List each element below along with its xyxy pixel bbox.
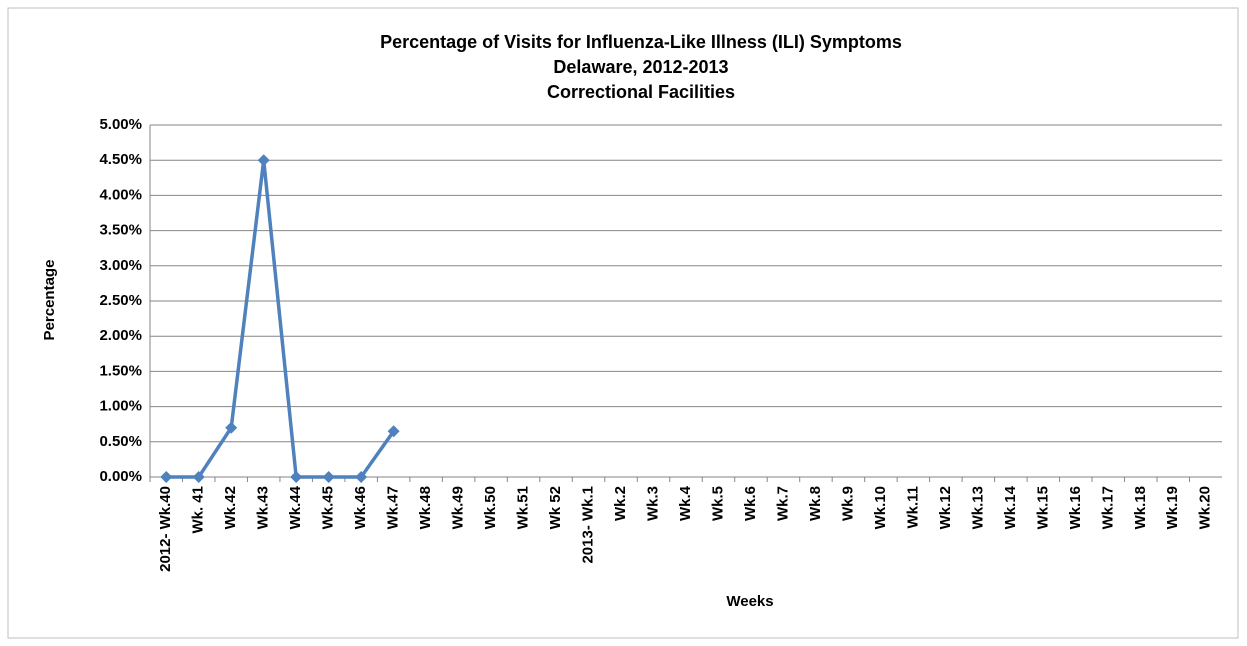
- chart-subtitle: Delaware, 2012-2013: [553, 57, 728, 77]
- x-tick-label: Wk.14: [1002, 485, 1019, 529]
- marker: [192, 471, 205, 483]
- x-tick-label: Wk.10: [872, 486, 889, 529]
- y-tick-label: 1.00%: [99, 398, 142, 415]
- x-tick-label: Wk.46: [352, 486, 369, 529]
- x-tick-label: Wk.48: [417, 486, 434, 529]
- x-tick-label: Wk.7: [774, 486, 791, 521]
- x-tick-label: Wk.15: [1034, 486, 1051, 529]
- marker: [322, 471, 335, 483]
- marker: [257, 154, 270, 167]
- y-tick-label: 4.00%: [99, 186, 142, 203]
- x-tick-label: Wk.16: [1067, 486, 1084, 529]
- x-tick-label: Wk.19: [1164, 486, 1181, 529]
- y-tick-label: 1.50%: [99, 362, 142, 379]
- x-tick-label: 2012- Wk.40: [157, 486, 174, 572]
- chart-subtitle: Correctional Facilities: [547, 82, 735, 102]
- marker: [355, 471, 368, 483]
- y-tick-label: 2.00%: [99, 327, 142, 344]
- x-tick-label: Wk. 41: [190, 486, 207, 534]
- x-tick-label: Wk.45: [320, 486, 337, 529]
- marker: [225, 421, 238, 434]
- y-tick-label: 0.00%: [99, 468, 142, 485]
- x-tick-label: Wk.47: [385, 486, 402, 529]
- x-tick-label: Wk.18: [1132, 486, 1149, 529]
- y-tick-label: 3.50%: [99, 222, 142, 239]
- x-tick-label: Wk.5: [709, 486, 726, 521]
- x-tick-label: Wk.13: [969, 486, 986, 529]
- x-tick-label: Wk.12: [937, 486, 954, 529]
- x-tick-label: Wk.44: [287, 485, 304, 529]
- x-tick-label: Wk.9: [839, 486, 856, 521]
- x-tick-label: Wk 52: [547, 486, 564, 529]
- x-tick-label: Wk.51: [515, 486, 532, 529]
- x-axis-label: Weeks: [726, 593, 773, 610]
- x-tick-label: Wk.20: [1197, 486, 1214, 529]
- marker: [290, 471, 303, 483]
- y-tick-label: 5.00%: [99, 116, 142, 133]
- x-tick-label: Wk.4: [677, 485, 694, 521]
- x-tick-label: Wk.6: [742, 486, 759, 521]
- x-tick-label: Wk.49: [450, 486, 467, 529]
- y-axis-label: Percentage: [41, 260, 58, 341]
- x-tick-label: Wk.3: [644, 486, 661, 521]
- x-tick-label: Wk.42: [222, 486, 239, 529]
- x-tick-label: Wk.8: [807, 486, 824, 521]
- y-tick-label: 2.50%: [99, 292, 142, 309]
- x-tick-label: Wk.17: [1099, 486, 1116, 529]
- x-tick-label: Wk.11: [904, 486, 921, 529]
- marker: [160, 471, 173, 483]
- marker: [387, 425, 400, 438]
- y-tick-label: 3.00%: [99, 257, 142, 274]
- x-tick-label: Wk.2: [612, 486, 629, 521]
- y-tick-label: 4.50%: [99, 151, 142, 168]
- x-tick-label: 2013- Wk.1: [580, 486, 597, 564]
- x-tick-label: Wk.50: [482, 486, 499, 529]
- chart-title: Percentage of Visits for Influenza-Like …: [380, 32, 902, 52]
- chart-frame: [7, 7, 1239, 639]
- y-tick-label: 0.50%: [99, 433, 142, 450]
- x-tick-label: Wk.43: [255, 486, 272, 529]
